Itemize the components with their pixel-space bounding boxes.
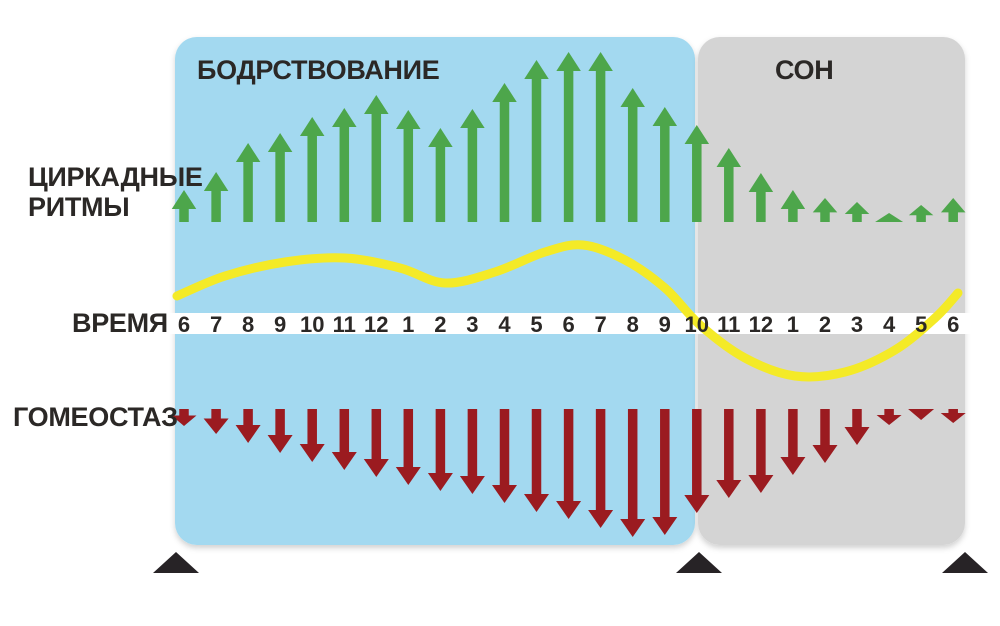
boundary-marker-triangle xyxy=(676,552,722,573)
circadian-arrow xyxy=(267,133,293,222)
boundary-marker-triangle xyxy=(153,552,199,573)
homeostasis-arrow xyxy=(940,409,966,423)
homeostasis-arrow xyxy=(908,409,935,420)
circadian-axis-label-line2: РИТМЫ xyxy=(28,192,130,222)
homeostasis-arrow xyxy=(363,409,389,477)
homeostasis-arrow xyxy=(203,409,229,434)
time-tick-label: 2 xyxy=(819,312,831,337)
time-tick-label: 10 xyxy=(685,312,709,337)
circadian-arrow xyxy=(556,52,581,222)
time-tick-label: 7 xyxy=(594,312,606,337)
time-tick-label: 1 xyxy=(787,312,799,337)
homeostasis-arrow xyxy=(171,409,197,426)
circadian-axis-label-line1: ЦИРКАДНЫЕ xyxy=(28,162,203,192)
homeostasis-arrow xyxy=(684,409,710,513)
time-tick-label: 4 xyxy=(498,312,511,337)
homeostasis-arrow xyxy=(812,409,838,463)
homeostasis-arrow xyxy=(556,409,582,519)
time-tick-label: 6 xyxy=(562,312,574,337)
circadian-arrow xyxy=(875,213,904,222)
time-tick-label: 3 xyxy=(851,312,863,337)
circadian-arrow xyxy=(428,128,453,222)
homeostasis-arrow xyxy=(524,409,549,512)
circadian-arrow xyxy=(524,60,549,222)
time-tick-label: 9 xyxy=(659,312,671,337)
homeostasis-arrow xyxy=(331,409,357,470)
circadian-arrow xyxy=(780,190,806,222)
circadian-arrow xyxy=(171,190,197,222)
homeostasis-arrow xyxy=(876,409,902,425)
circadian-arrow xyxy=(908,205,934,222)
time-tick-label: 7 xyxy=(210,312,222,337)
circadian-arrow xyxy=(812,198,838,222)
circadian-arrow xyxy=(844,202,870,222)
circadian-arrow xyxy=(332,108,357,222)
time-tick-label: 11 xyxy=(333,312,356,337)
boundary-marker-triangle xyxy=(942,552,988,573)
wake-region-label: БОДРСТВОВАНИЕ xyxy=(197,55,440,85)
sleep-region-label: СОН xyxy=(775,55,834,85)
time-tick-label: 6 xyxy=(947,312,959,337)
homeostasis-arrow xyxy=(267,409,293,453)
circadian-arrow xyxy=(620,88,645,222)
circadian-arrow xyxy=(588,52,613,222)
circadian-arrow xyxy=(235,143,261,222)
time-tick-label: 1 xyxy=(402,312,414,337)
homeostasis-arrow xyxy=(780,409,806,475)
time-tick-label: 4 xyxy=(883,312,896,337)
sleep-region-rect xyxy=(698,37,965,545)
homeostasis-axis-label: ГОМЕОСТАЗ xyxy=(13,402,178,432)
time-tick-label: 9 xyxy=(274,312,286,337)
homeostasis-arrow xyxy=(427,409,453,491)
circadian-arrow xyxy=(203,172,229,222)
homeostasis-arrow xyxy=(395,409,421,485)
circadian-arrow xyxy=(748,173,774,222)
homeostasis-arrow xyxy=(588,409,614,528)
time-tick-label: 8 xyxy=(242,312,254,337)
time-tick-label: 12 xyxy=(364,312,388,337)
time-tick-label: 8 xyxy=(627,312,639,337)
homeostasis-arrow xyxy=(492,409,517,503)
homeostasis-arrow xyxy=(235,409,261,443)
time-tick-label: 2 xyxy=(434,312,446,337)
homeostasis-arrow xyxy=(716,409,742,498)
wake-region-rect xyxy=(175,37,695,545)
time-tick-label: 10 xyxy=(300,312,324,337)
alertness-curve xyxy=(172,240,963,382)
time-tick-label: 12 xyxy=(749,312,773,337)
homeostasis-arrow xyxy=(299,409,325,462)
time-tick-label: 3 xyxy=(466,312,478,337)
time-tick-label: 5 xyxy=(530,312,542,337)
circadian-arrow xyxy=(460,109,485,222)
time-tick-label: 6 xyxy=(178,312,190,337)
time-tick-label: 11 xyxy=(717,312,740,337)
homeostasis-arrow xyxy=(459,409,485,494)
circadian-arrow xyxy=(299,117,325,222)
homeostasis-arrow xyxy=(844,409,870,445)
circadian-arrow xyxy=(396,110,421,222)
time-tick-label: 5 xyxy=(915,312,927,337)
circadian-arrow xyxy=(364,95,389,222)
circadian-arrow xyxy=(940,198,966,222)
homeostasis-arrow xyxy=(620,409,646,537)
homeostasis-arrow xyxy=(748,409,774,493)
circadian-arrow xyxy=(716,148,742,222)
circadian-arrow xyxy=(684,125,710,222)
time-band xyxy=(55,313,975,334)
circadian-axis-label: ЦИРКАДНЫЕ РИТМЫ xyxy=(28,162,203,222)
circadian-arrow xyxy=(652,107,678,222)
circadian-arrow xyxy=(492,83,517,222)
homeostasis-arrow xyxy=(652,409,678,535)
time-axis-label: ВРЕМЯ xyxy=(72,308,168,338)
